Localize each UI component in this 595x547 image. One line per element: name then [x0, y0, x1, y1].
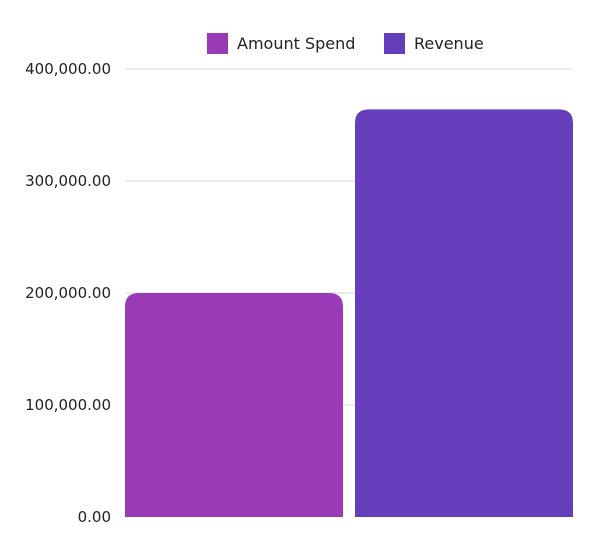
- y-tick-label: 300,000.00: [25, 172, 111, 190]
- legend-swatch-revenue[interactable]: [384, 33, 405, 54]
- y-tick-label: 200,000.00: [25, 284, 111, 302]
- legend-label-revenue[interactable]: Revenue: [414, 34, 484, 53]
- bar-revenue[interactable]: [355, 109, 573, 517]
- bar-amount-spend[interactable]: [125, 293, 343, 517]
- legend: Amount Spend Revenue: [207, 33, 484, 54]
- y-axis-ticks: 0.00 100,000.00 200,000.00 300,000.00 400,00…: [25, 60, 111, 526]
- y-tick-label: 100,000.00: [25, 396, 111, 414]
- legend-swatch-amount-spend[interactable]: [207, 33, 228, 54]
- legend-label-amount-spend[interactable]: Amount Spend: [237, 34, 355, 53]
- y-tick-label: 0.00: [78, 508, 111, 526]
- y-tick-label: 400,000.00: [25, 60, 111, 78]
- bars: [125, 109, 573, 517]
